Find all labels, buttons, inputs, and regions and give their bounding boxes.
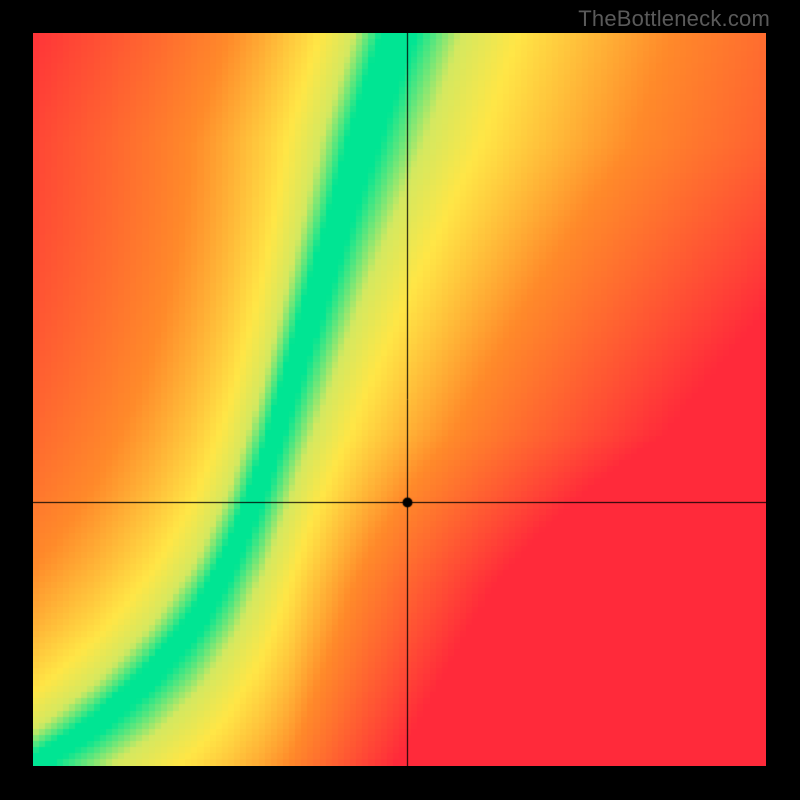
bottleneck-heatmap <box>33 33 766 766</box>
heatmap-canvas <box>33 33 766 766</box>
watermark-text: TheBottleneck.com <box>578 6 770 32</box>
